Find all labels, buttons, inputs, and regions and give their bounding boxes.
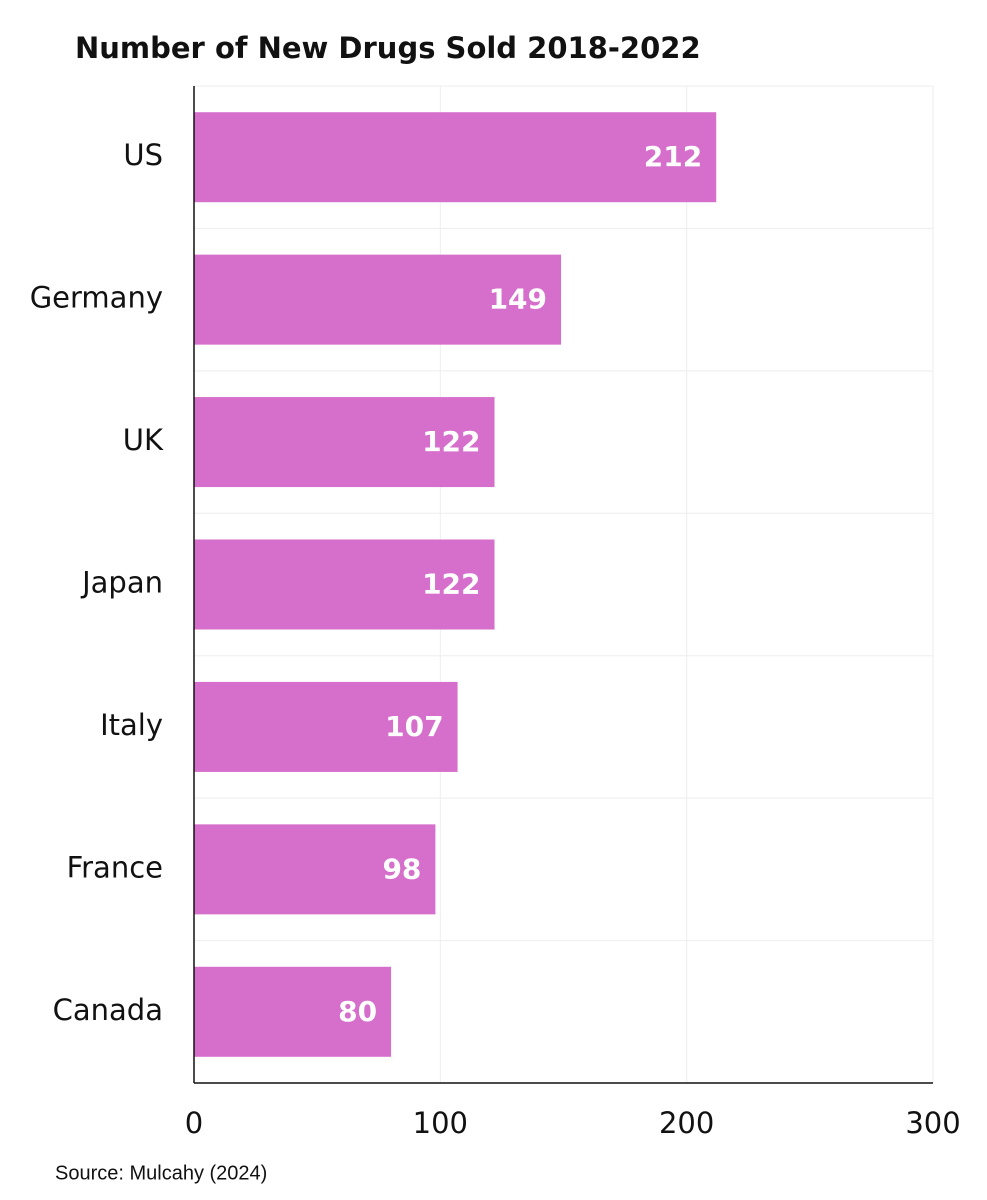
value-label: 149 — [489, 283, 547, 316]
bar — [194, 397, 495, 488]
y-tick-label: Japan — [80, 566, 163, 600]
bar — [194, 681, 458, 772]
bar — [194, 539, 495, 630]
y-tick-label: US — [123, 138, 163, 172]
y-tick-label: Canada — [53, 993, 163, 1027]
value-label: 80 — [338, 995, 377, 1028]
y-tick-label: France — [67, 850, 163, 884]
chart-title: Number of New Drugs Sold 2018-2022 — [75, 31, 701, 65]
bar — [194, 112, 717, 203]
value-label: 212 — [644, 140, 702, 173]
y-tick-label: UK — [123, 423, 164, 457]
bar — [194, 824, 436, 915]
value-label: 122 — [422, 425, 480, 458]
x-tick-label: 0 — [185, 1106, 203, 1140]
bar — [194, 254, 562, 345]
y-tick-label: Italy — [100, 708, 163, 742]
x-tick-label: 100 — [413, 1106, 468, 1140]
y-tick-label: Germany — [30, 281, 163, 315]
value-label: 122 — [422, 568, 480, 601]
value-label: 107 — [385, 710, 443, 743]
source: Source: Mulcahy (2024) — [55, 1162, 267, 1184]
bar — [194, 966, 392, 1057]
x-tick-label: 300 — [905, 1106, 960, 1140]
x-tick-label: 200 — [659, 1106, 714, 1140]
value-label: 98 — [382, 852, 421, 885]
